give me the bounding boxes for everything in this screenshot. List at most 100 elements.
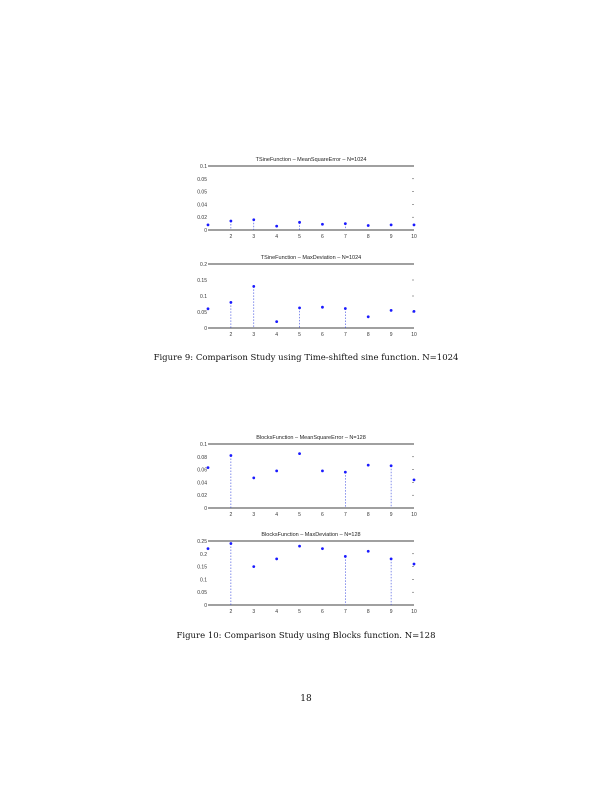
y-tick-label: 0.06	[197, 468, 207, 474]
y-tick-label: 0.04	[197, 480, 207, 486]
y-tick-label: 0.15	[197, 565, 207, 571]
data-point	[412, 223, 416, 227]
y-tick-label: 0.05	[197, 310, 207, 316]
y-tick-label: 0.04	[197, 202, 207, 208]
figure-9-panel-2: TSineFunction – MaxDeviation – N=1024 0.2…	[196, 250, 426, 342]
x-tick-label: 8	[367, 234, 370, 240]
x-tick-label: 10	[411, 512, 417, 518]
chart-tsine-maxdev: TSineFunction – MaxDeviation – N=1024 0.2…	[197, 255, 417, 338]
y-tick-label: 0.1	[200, 442, 207, 448]
figure-10-panel-2: BlocksFunction – MaxDeviation – N=128 0.2…	[196, 527, 426, 619]
data-point	[321, 305, 324, 309]
x-tick-label: 9	[390, 512, 393, 518]
x-tick-label: 6	[321, 332, 324, 338]
y-tick-label: 0.02	[197, 493, 207, 499]
figure-10-caption: Figure 10: Comparison Study using Blocks…	[176, 631, 436, 641]
data-point	[366, 224, 370, 227]
data-point	[366, 315, 370, 319]
y-tick-label: 0.15	[197, 278, 207, 284]
y-tick-label: 0	[204, 326, 207, 332]
x-tick-label: 2	[229, 234, 232, 240]
x-tick-label: 10	[411, 234, 417, 240]
chart-title: BlocksFunction – MaxDeviation – N=128	[261, 532, 360, 538]
chart-title: TSineFunction – MaxDeviation – N=1024	[261, 255, 361, 261]
x-tick-label: 9	[390, 609, 393, 615]
data-point	[252, 285, 256, 288]
x-tick-label: 5	[298, 332, 301, 338]
data-point	[229, 301, 233, 304]
y-tick-label: 0.1	[200, 294, 207, 300]
x-tick-label: 8	[367, 332, 370, 338]
x-tick-label: 10	[411, 332, 417, 338]
y-tick-label: 0.2	[200, 262, 207, 268]
chart-title: BlocksFunction – MeanSquareError – N=128	[256, 435, 366, 441]
data-point	[366, 549, 370, 553]
x-tick-label: 2	[229, 609, 232, 615]
x-tick-label: 3	[252, 512, 255, 518]
y-tick-label: 0	[204, 506, 207, 512]
data-point	[412, 478, 416, 482]
x-tick-label: 3	[252, 609, 255, 615]
data-point	[229, 219, 233, 223]
y-tick-label: 0.02	[197, 215, 207, 221]
x-tick-label: 5	[298, 512, 301, 518]
y-tick-label: 0.08	[197, 455, 207, 461]
y-tick-label: 0	[204, 228, 207, 234]
x-tick-label: 7	[344, 332, 347, 338]
x-tick-label: 6	[321, 234, 324, 240]
y-tick-label: 0.05	[197, 590, 207, 596]
data-point	[412, 309, 416, 313]
chart-tsine-mse: TSineFunction – MeanSquareError – N=1024…	[197, 157, 417, 240]
data-point	[343, 470, 347, 474]
x-tick-label: 5	[298, 609, 301, 615]
data-point	[321, 222, 324, 226]
data-point	[343, 554, 347, 558]
data-point	[275, 557, 279, 561]
data-point	[389, 309, 393, 312]
x-tick-label: 7	[344, 234, 347, 240]
figure-9-panel-1: TSineFunction – MeanSquareError – N=1024…	[196, 152, 426, 244]
x-tick-label: 5	[298, 234, 301, 240]
data-point	[206, 307, 210, 311]
x-tick-label: 3	[252, 234, 255, 240]
data-point	[206, 547, 210, 551]
y-tick-label: 0.2	[200, 552, 207, 558]
x-tick-label: 2	[229, 332, 232, 338]
chart-blocks-maxdev: BlocksFunction – MaxDeviation – N=128 0.2…	[197, 532, 417, 615]
x-tick-label: 9	[390, 234, 393, 240]
chart-blocks-mse: BlocksFunction – MeanSquareError – N=128…	[197, 435, 417, 518]
page-number: 18	[300, 694, 312, 704]
data-point	[298, 306, 301, 310]
data-point	[252, 218, 256, 222]
data-point	[298, 220, 301, 224]
data-point	[298, 544, 301, 548]
x-tick-label: 2	[229, 512, 232, 518]
data-point	[275, 224, 279, 228]
x-tick-label: 4	[275, 609, 278, 615]
figure-9-caption: Figure 9: Comparison Study using Time-sh…	[153, 353, 459, 363]
data-point	[275, 469, 279, 473]
data-point	[229, 454, 233, 457]
data-point	[252, 476, 256, 480]
chart-title: TSineFunction – MeanSquareError – N=1024	[256, 157, 367, 163]
x-tick-label: 6	[321, 609, 324, 615]
y-tick-label: 0	[204, 603, 207, 609]
data-point	[275, 320, 279, 323]
data-point	[389, 464, 393, 468]
data-point	[343, 222, 347, 225]
data-point	[206, 223, 210, 227]
figure-10-panel-1: BlocksFunction – MeanSquareError – N=128…	[196, 430, 426, 522]
data-point	[389, 557, 393, 561]
y-tick-label: 0.1	[200, 577, 207, 583]
x-tick-label: 7	[344, 609, 347, 615]
x-tick-label: 4	[275, 332, 278, 338]
x-tick-label: 4	[275, 234, 278, 240]
x-tick-label: 3	[252, 332, 255, 338]
x-tick-label: 8	[367, 609, 370, 615]
x-tick-label: 7	[344, 512, 347, 518]
x-tick-label: 4	[275, 512, 278, 518]
data-point	[366, 463, 370, 467]
y-tick-label: 0.1	[200, 164, 207, 170]
data-point	[229, 542, 233, 545]
x-tick-label: 8	[367, 512, 370, 518]
